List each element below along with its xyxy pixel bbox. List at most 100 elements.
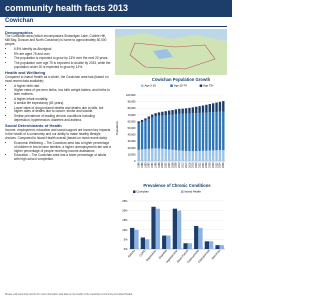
bar-segment xyxy=(171,149,174,161)
legend-label: Age 75+ xyxy=(203,84,214,88)
bar-segment xyxy=(147,148,151,161)
bullet-list: 6.8% identify as Aboriginal9% are aged 7… xyxy=(5,47,111,69)
bar-segment xyxy=(195,113,198,152)
bar-segment xyxy=(184,113,188,151)
bar-segment xyxy=(205,112,208,151)
bar-segment xyxy=(174,150,178,161)
x-tick-label: Asthma xyxy=(127,248,136,258)
y-tick-label: 70,000 xyxy=(128,113,136,117)
bar-segment xyxy=(201,112,205,151)
x-tick-label: 2034 xyxy=(219,162,222,168)
x-tick-label: 2036 xyxy=(222,162,225,168)
bar-segment xyxy=(144,118,147,121)
y-tick-label: 10,000 xyxy=(128,152,136,156)
legend-swatch xyxy=(170,84,173,87)
legend-swatch xyxy=(133,190,136,193)
page-title: community health facts 2013 xyxy=(5,3,129,13)
x-tick-label: 1996 xyxy=(154,162,157,168)
x-tick-label: 2006 xyxy=(171,162,174,168)
bar-segment xyxy=(151,114,154,118)
x-tick-label: 2012 xyxy=(181,162,184,168)
paragraph: The Cowichan area (which encompasses Sha… xyxy=(5,34,107,47)
bar xyxy=(209,241,214,249)
header-bar: community health facts 2013 xyxy=(0,0,232,17)
bar-segment xyxy=(161,115,164,149)
bar-segment xyxy=(201,150,205,161)
bar xyxy=(155,208,160,249)
bar-segment xyxy=(188,107,191,114)
bar-segment xyxy=(178,150,181,161)
legend-swatch xyxy=(141,84,144,87)
x-tick-label: 2026 xyxy=(205,162,208,168)
bar xyxy=(198,227,203,249)
bar xyxy=(145,239,150,249)
page: {"header": {"title": "community health f… xyxy=(0,0,232,300)
chart: Prevalence of Chronic Conditions Cowichan… xyxy=(122,183,225,264)
bar-segment xyxy=(195,106,198,114)
bar-segment xyxy=(222,101,225,112)
bar-segment xyxy=(211,103,215,113)
bar-segment xyxy=(151,148,154,161)
bar-segment xyxy=(174,114,178,151)
y-tick-label: 80,000 xyxy=(128,106,136,110)
bar-segment xyxy=(208,112,211,151)
legend-swatch xyxy=(199,84,203,87)
divider xyxy=(5,26,227,27)
x-tick-label: 1998 xyxy=(158,162,161,168)
bar-segment xyxy=(222,150,225,161)
bar-segment xyxy=(181,113,184,151)
bar-segment xyxy=(215,102,218,112)
bar-segment xyxy=(218,111,222,151)
bar xyxy=(187,243,192,249)
bar xyxy=(183,243,188,249)
y-tick-label: 15% xyxy=(122,218,128,222)
y-tick-label: 30,000 xyxy=(128,139,136,143)
paragraph: Compared to Island Health as a whole, th… xyxy=(5,74,109,83)
bullet: 9% are aged 75 and over xyxy=(14,52,111,57)
bar-segment xyxy=(191,107,195,114)
bar-segment xyxy=(171,109,174,115)
x-tick-label: 2030 xyxy=(212,162,215,168)
bullet: Economic Wellbeing – The Cowichan area h… xyxy=(14,141,111,154)
bar xyxy=(140,237,145,249)
bullet: Higher rates of pre-term births, low bir… xyxy=(14,88,111,97)
y-tick-label: 50,000 xyxy=(128,126,136,130)
bullet-list: Economic Wellbeing – The Cowichan area h… xyxy=(5,141,111,162)
bullet: Similar prevalence of leading chronic co… xyxy=(14,114,111,123)
x-tick-label: Depression xyxy=(145,248,157,262)
bar-segment xyxy=(211,150,215,161)
bar-segment xyxy=(144,120,147,150)
chart-title: Prevalence of Chronic Conditions xyxy=(143,183,211,188)
bar-segment xyxy=(164,111,167,116)
x-tick-label: 2008 xyxy=(175,162,178,168)
y-tick-label: 0 xyxy=(134,159,136,163)
bar-segment xyxy=(167,110,171,115)
bar-segment xyxy=(157,148,161,161)
bar-segment xyxy=(167,149,171,161)
text-column: Demographics The Cowichan area (which enc… xyxy=(5,29,111,291)
bar-segment xyxy=(195,151,198,161)
paragraph: Income, employment, education and social… xyxy=(5,128,111,140)
bullet-list: A higher birth rate.Higher rates of pre-… xyxy=(5,84,111,123)
bar-segment xyxy=(198,106,201,113)
x-tick-label: 2032 xyxy=(215,162,218,168)
bar-segment xyxy=(205,104,208,113)
bar-segment xyxy=(140,122,144,150)
x-tick-label: 2024 xyxy=(202,162,205,168)
x-tick-label: Dementia xyxy=(210,248,221,260)
bar-segment xyxy=(188,113,191,152)
y-axis-title: Population xyxy=(115,121,119,136)
y-tick-label: 0% xyxy=(124,247,128,251)
bar-segment xyxy=(191,113,195,152)
bar-segment xyxy=(164,115,167,150)
x-tick-label: 2004 xyxy=(168,162,171,168)
bar-segment xyxy=(198,150,201,161)
y-tick-label: 20% xyxy=(122,209,128,213)
bar-segment xyxy=(198,112,201,151)
x-tick-label: 1992 xyxy=(148,162,151,168)
bar-segment xyxy=(211,112,215,151)
bar-segment xyxy=(181,150,184,161)
bar-segment xyxy=(147,116,151,120)
bar-segment xyxy=(171,114,174,150)
map-land xyxy=(115,33,227,75)
